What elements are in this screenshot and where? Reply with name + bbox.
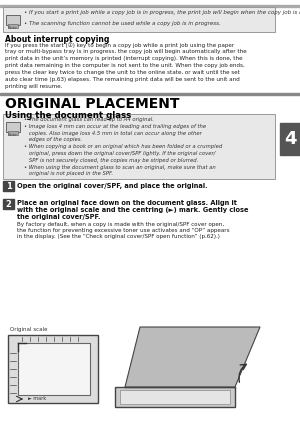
- Text: • The document glass can read up to A4 original.: • The document glass can read up to A4 o…: [24, 117, 154, 122]
- Text: About interrupt copying: About interrupt copying: [5, 35, 109, 44]
- Text: original is not placed in the SPF.: original is not placed in the SPF.: [24, 171, 113, 176]
- Text: 2: 2: [6, 199, 11, 209]
- Bar: [6, 15, 20, 25]
- Bar: [8, 335, 98, 403]
- Bar: [3, 114, 275, 179]
- Bar: [6, 122, 20, 132]
- Bar: [280, 123, 300, 155]
- Text: the function for preventing excessive toner use activates and “OP” appears: the function for preventing excessive to…: [17, 228, 229, 233]
- Text: 4: 4: [284, 130, 296, 148]
- Bar: [8, 131, 18, 135]
- Text: the original cover/SPF.: the original cover/SPF.: [17, 214, 100, 220]
- Text: Note: Note: [8, 133, 18, 136]
- Text: Using the document glass: Using the document glass: [5, 111, 131, 120]
- Text: SPF is not securely closed, the copies may be striped or blurred.: SPF is not securely closed, the copies m…: [24, 158, 198, 163]
- Text: Original scale: Original scale: [10, 327, 47, 332]
- Text: If you press the start (①) key to begin a copy job while a print job using the p: If you press the start (①) key to begin …: [5, 42, 234, 48]
- Text: printing will resume.: printing will resume.: [5, 84, 62, 89]
- Text: copies. Also image loss 4.5 mm in total can occur along the other: copies. Also image loss 4.5 mm in total …: [24, 130, 202, 136]
- Text: Open the original cover/SPF, and place the original.: Open the original cover/SPF, and place t…: [17, 183, 208, 189]
- Text: in the display. (See the “Check original cover/SPF open function” (p.62).): in the display. (See the “Check original…: [17, 234, 220, 239]
- Text: print data remaining in the computer is not sent to the unit. When the copy job : print data remaining in the computer is …: [5, 63, 245, 68]
- Text: By factory default, when a copy is made with the original/SPF cover open,: By factory default, when a copy is made …: [17, 222, 224, 227]
- Text: print data in the unit’s memory is printed (interrupt copying). When this is don: print data in the unit’s memory is print…: [5, 56, 242, 61]
- Bar: [3, 7, 275, 32]
- Polygon shape: [125, 327, 260, 387]
- Text: 1: 1: [6, 181, 11, 190]
- Text: auto clear time (p.63) elapses. The remaining print data will be sent to the uni: auto clear time (p.63) elapses. The rema…: [5, 77, 240, 82]
- Text: • The scanning function cannot be used while a copy job is in progress.: • The scanning function cannot be used w…: [24, 21, 221, 26]
- Text: • Image loss 4 mm can occur at the leading and trailing edges of the: • Image loss 4 mm can occur at the leadi…: [24, 124, 206, 129]
- Text: • If you start a print job while a copy job is in progress, the print job will b: • If you start a print job while a copy …: [24, 10, 300, 15]
- Text: Note: Note: [8, 26, 18, 29]
- Text: ► mark: ► mark: [28, 397, 46, 402]
- Text: Place an original face down on the document glass. Align it: Place an original face down on the docum…: [17, 200, 237, 206]
- Text: • When copying a book or an original which has been folded or a crumpled: • When copying a book or an original whi…: [24, 144, 222, 149]
- Bar: [120, 390, 230, 404]
- Bar: [115, 387, 235, 407]
- Bar: [3, 199, 14, 209]
- Text: edges of the copies.: edges of the copies.: [24, 137, 82, 142]
- Text: with the original scale and the centring (►) mark. Gently close: with the original scale and the centring…: [17, 207, 248, 213]
- Bar: [18, 343, 90, 395]
- Text: tray or multi-bypass tray is in progress, the copy job will begin automatically : tray or multi-bypass tray is in progress…: [5, 49, 247, 54]
- Bar: [0, 93, 300, 95]
- Text: ORIGINAL PLACEMENT: ORIGINAL PLACEMENT: [5, 97, 179, 111]
- Bar: [0, 5, 300, 7]
- Text: press the clear key twice to change the unit to the online state, or wait until : press the clear key twice to change the …: [5, 70, 240, 75]
- Bar: [3, 181, 14, 191]
- Text: original, press down the original cover/SPF lightly. If the original cover/: original, press down the original cover/…: [24, 151, 215, 156]
- Bar: [8, 24, 18, 28]
- Text: • When using the document glass to scan an original, make sure that an: • When using the document glass to scan …: [24, 164, 216, 170]
